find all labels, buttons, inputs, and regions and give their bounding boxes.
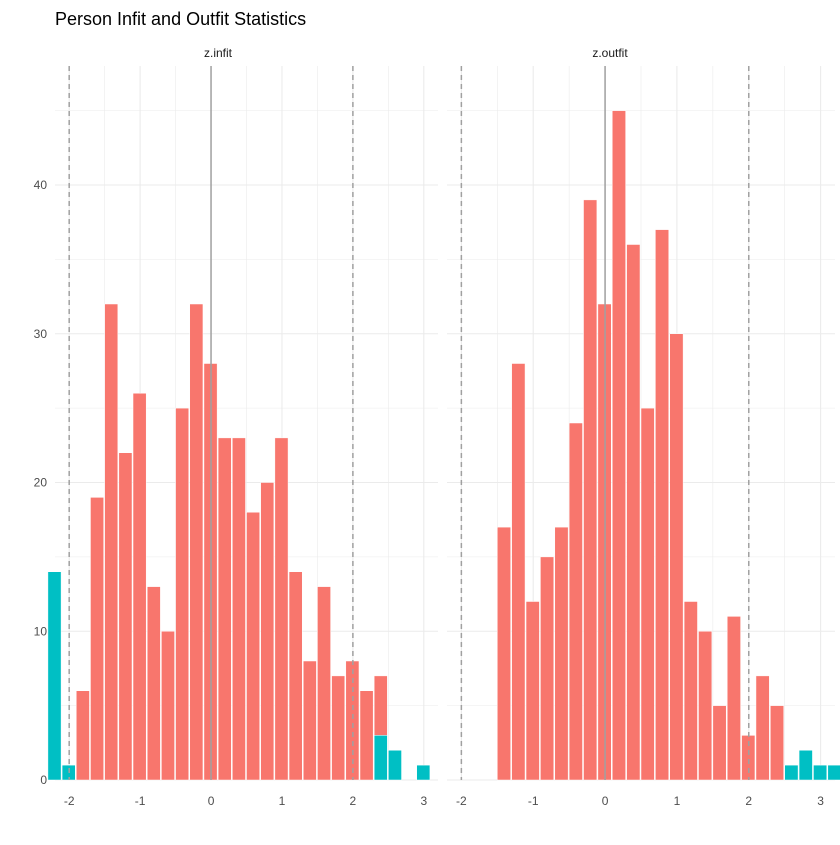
histogram-bar-z-outfit xyxy=(669,333,684,781)
x-tick-label: 3 xyxy=(817,794,824,808)
histogram-bar-z-infit xyxy=(47,571,62,781)
histogram-bar-z-outfit xyxy=(525,601,540,781)
facet-strip-label-z-infit: z.infit xyxy=(204,46,233,60)
histogram-bar-z-outfit xyxy=(655,229,669,781)
histogram-bar-z-outfit xyxy=(583,199,598,781)
y-axis: 0 10 20 30 40 xyxy=(34,178,48,787)
histogram-bar-z-outfit xyxy=(683,601,698,781)
histogram-bar-z-infit xyxy=(260,482,275,781)
histogram-bar-z-infit xyxy=(416,764,431,781)
histogram-bar-z-infit xyxy=(274,437,289,781)
x-tick-label: -1 xyxy=(135,794,146,808)
histogram-bar-z-infit xyxy=(359,690,374,781)
histogram-bar-z-outfit xyxy=(770,705,784,781)
histogram-bar-z-outfit xyxy=(540,556,555,781)
x-tick-label: -1 xyxy=(528,794,539,808)
x-axis-z-infit: -2 -1 0 1 2 3 xyxy=(64,794,428,808)
histogram-bar-z-outfit xyxy=(784,764,799,781)
histogram-bar-z-infit xyxy=(146,586,161,781)
y-tick-label: 40 xyxy=(34,178,48,192)
histogram-bar-z-infit xyxy=(302,660,317,781)
histogram-bar-z-infit xyxy=(189,303,204,781)
histogram-bar-z-outfit xyxy=(726,616,741,781)
y-tick-label: 30 xyxy=(34,327,48,341)
x-tick-label: 1 xyxy=(674,794,681,808)
histogram-bar-z-infit xyxy=(104,303,119,781)
histogram-bar-z-infit xyxy=(217,437,232,781)
x-tick-label: 2 xyxy=(350,794,357,808)
histogram-bar-z-infit xyxy=(232,437,246,781)
x-axis-z-outfit: -2 -1 0 1 2 3 xyxy=(456,794,824,808)
histogram-bar-z-infit xyxy=(331,675,346,781)
x-tick-label: -2 xyxy=(456,794,467,808)
histogram-bar-z-infit xyxy=(388,750,402,781)
histogram-bar-z-infit xyxy=(161,631,175,781)
histogram-bar-z-outfit xyxy=(798,750,813,781)
facet-panel-z-infit: z.infit xyxy=(47,46,438,781)
facet-panel-z-outfit: z.outfit xyxy=(447,46,840,781)
histogram-bar-z-outfit xyxy=(497,526,511,781)
histogram-bar-z-outfit xyxy=(755,675,770,781)
histogram-bar-z-infit xyxy=(118,452,133,781)
histogram-bar-z-outfit xyxy=(612,110,626,781)
chart-title: Person Infit and Outfit Statistics xyxy=(55,9,306,29)
x-tick-label: 1 xyxy=(279,794,286,808)
facet-strip-label-z-outfit: z.outfit xyxy=(592,46,628,60)
histogram-bar-z-outfit xyxy=(827,764,840,781)
x-tick-label: 3 xyxy=(420,794,427,808)
histogram-bar-z-infit xyxy=(132,393,147,781)
histogram-bar-z-outfit xyxy=(626,244,641,781)
x-tick-label: 0 xyxy=(602,794,609,808)
y-tick-label: 0 xyxy=(40,773,47,787)
histogram-bar-z-outfit xyxy=(554,526,569,781)
histogram-bar-z-outfit xyxy=(640,407,655,781)
histogram-bar-z-infit xyxy=(317,586,331,781)
histogram-bar-z-outfit xyxy=(698,631,713,781)
x-tick-label: 2 xyxy=(745,794,752,808)
histogram-bar-z-infit xyxy=(175,407,190,781)
histogram-bar-z-outfit xyxy=(511,363,526,781)
histogram-bar-z-infit xyxy=(76,690,90,781)
histogram-bar-z-infit xyxy=(246,512,260,781)
y-tick-label: 20 xyxy=(34,476,48,490)
histogram-bar-z-infit xyxy=(373,735,388,781)
x-tick-label: 0 xyxy=(208,794,215,808)
x-tick-label: -2 xyxy=(64,794,75,808)
histogram-bar-z-outfit xyxy=(568,422,583,781)
histogram-bar-z-outfit xyxy=(813,764,828,781)
histogram-bar-z-outfit xyxy=(712,705,727,781)
histogram-bar-z-infit xyxy=(90,497,104,781)
y-tick-label: 10 xyxy=(34,624,48,638)
histogram-bar-z-infit xyxy=(288,571,303,781)
